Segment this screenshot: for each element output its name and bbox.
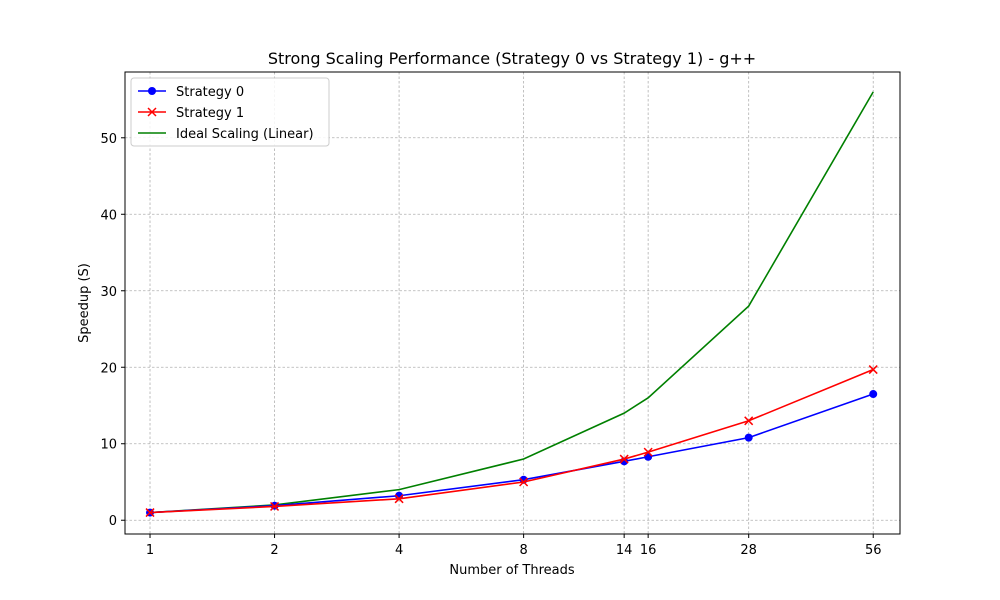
- axis-ticks: 1 2 4 8 14 16 28 56 0 10 20 30 40 50: [100, 132, 881, 558]
- chart-title: Strong Scaling Performance (Strategy 0 v…: [268, 49, 756, 68]
- x-marker-stroke: [270, 501, 280, 511]
- x-marker-stroke: [643, 447, 653, 457]
- y-tick-label: 40: [100, 208, 117, 223]
- x-marker-stroke: [619, 454, 629, 464]
- data-point: [270, 501, 280, 511]
- y-tick-label: 0: [109, 514, 117, 529]
- y-axis-label: Speedup (S): [77, 263, 92, 343]
- x-tick-label: 28: [740, 543, 757, 558]
- data-point: [394, 494, 404, 504]
- x-tick-label: 16: [640, 543, 657, 558]
- grid-lines: [125, 72, 900, 534]
- legend-label: Strategy 0: [176, 85, 244, 100]
- x-marker-stroke: [394, 494, 404, 504]
- legend-item-strategy-0: Strategy 0: [138, 85, 244, 100]
- legend-marker: [148, 87, 156, 95]
- legend-label: Strategy 1: [176, 106, 244, 121]
- legend: Strategy 0 Strategy 1 Ideal Scaling (Linea…: [130, 77, 330, 147]
- y-tick-label: 20: [100, 361, 117, 376]
- series-line: [149, 91, 874, 514]
- data-point: [868, 365, 878, 375]
- x-marker-stroke: [145, 508, 155, 518]
- x-axis-label: Number of Threads: [449, 563, 574, 578]
- data-point: [619, 454, 629, 464]
- series-line: [149, 368, 874, 514]
- series-ideal-scaling-linear: [149, 91, 874, 514]
- x-tick-label: 4: [395, 543, 403, 558]
- y-tick-label: 50: [100, 132, 117, 147]
- data-point: [145, 508, 155, 518]
- series-strategy-1: [145, 365, 878, 518]
- x-tick-label: 56: [865, 543, 882, 558]
- x-marker-stroke: [744, 416, 754, 426]
- data-point: [519, 477, 529, 487]
- x-tick-label: 8: [519, 543, 527, 558]
- data-point: [869, 390, 878, 399]
- data-point: [643, 447, 653, 457]
- x-marker-stroke: [519, 477, 529, 487]
- legend-item-strategy-1: Strategy 1: [138, 106, 244, 121]
- data-point: [744, 416, 754, 426]
- plot-frame: [124, 71, 901, 535]
- x-marker-stroke: [147, 107, 157, 117]
- plot-series: [145, 91, 878, 518]
- data-point: [744, 433, 753, 442]
- y-tick-label: 10: [100, 438, 117, 453]
- x-tick-label: 2: [270, 543, 278, 558]
- x-marker-stroke: [868, 365, 878, 375]
- legend-label: Ideal Scaling (Linear): [176, 127, 314, 142]
- x-tick-label: 14: [616, 543, 633, 558]
- legend-marker: [147, 107, 157, 117]
- y-tick-label: 30: [100, 285, 117, 300]
- legend-box: [130, 77, 330, 147]
- x-tick-label: 1: [146, 543, 154, 558]
- legend-item-ideal-scaling-linear: Ideal Scaling (Linear): [138, 127, 314, 142]
